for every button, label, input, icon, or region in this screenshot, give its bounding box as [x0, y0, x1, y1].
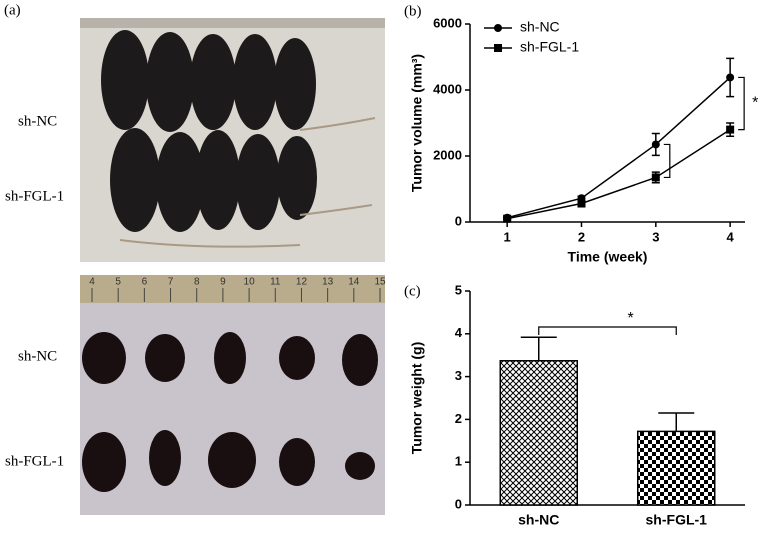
panel-label: (a): [4, 2, 21, 18]
ruler-number: 15: [374, 277, 386, 288]
tumors: [82, 332, 378, 492]
legend-label: sh-NC: [520, 19, 560, 35]
y-tick-label: 0: [455, 213, 462, 228]
group-label: sh-FGL-1: [5, 453, 64, 469]
ruler-number: 5: [115, 277, 121, 288]
x-tick-label: 2: [578, 229, 585, 244]
x-tick-label: 3: [652, 229, 659, 244]
ruler-strip: [80, 18, 385, 28]
y-tick-label: 3: [455, 368, 462, 383]
y-tick-label: 1: [455, 454, 462, 469]
ruler-number: 6: [142, 277, 148, 288]
x-tick-label: sh-FGL-1: [646, 512, 708, 528]
ruler-number: 8: [194, 277, 200, 288]
x-axis-label: Time (week): [568, 249, 648, 265]
ruler: [80, 275, 385, 303]
significance-star: *: [752, 95, 758, 112]
group-label: sh-NC: [18, 348, 57, 364]
significance-bracket: [663, 143, 671, 179]
panel-label: (c): [404, 283, 421, 299]
ruler-number: 10: [244, 277, 256, 288]
series-line: [507, 128, 731, 220]
y-tick-label: 4: [455, 325, 463, 340]
ruler-number: 13: [322, 277, 334, 288]
mice: [101, 30, 317, 232]
y-axis-label: Tumor weight (g): [409, 342, 425, 455]
marker: [503, 214, 512, 223]
y-axis-label: Tumor volume (mm³): [409, 54, 425, 192]
ruler-number: 11: [270, 277, 281, 288]
legend-marker: [494, 24, 502, 32]
group-label: sh-NC: [18, 113, 57, 129]
bar: [637, 430, 716, 506]
tails: [119, 117, 376, 248]
y-tick-label: 6000: [433, 15, 462, 30]
x-tick-label: sh-NC: [518, 512, 559, 528]
ruler-number: 12: [296, 277, 308, 288]
y-tick-label: 5: [455, 282, 462, 297]
y-tick-label: 4000: [433, 81, 462, 96]
ruler-number: 4: [89, 277, 95, 288]
marker: [577, 199, 586, 208]
group-label: sh-FGL-1: [5, 188, 64, 204]
series-line: [506, 76, 731, 219]
panel-label: (b): [404, 3, 422, 19]
x-tick-label: 4: [727, 229, 735, 244]
bar: [499, 360, 578, 506]
legend-label: sh-FGL-1: [520, 39, 579, 55]
legend-marker: [494, 44, 502, 52]
significance-bracket: [538, 326, 677, 335]
significance-star: *: [628, 310, 634, 327]
marker: [651, 173, 660, 182]
marker: [726, 73, 735, 82]
ruler-number: 9: [220, 277, 226, 288]
significance-bracket: [738, 76, 745, 131]
ruler-number: 7: [168, 277, 174, 288]
x-tick-label: 1: [504, 229, 511, 244]
ruler-number: 14: [348, 277, 360, 288]
marker: [651, 140, 660, 149]
y-tick-label: 0: [455, 496, 462, 511]
marker: [726, 125, 735, 134]
y-tick-label: 2: [455, 411, 462, 426]
y-tick-label: 2000: [433, 147, 462, 162]
